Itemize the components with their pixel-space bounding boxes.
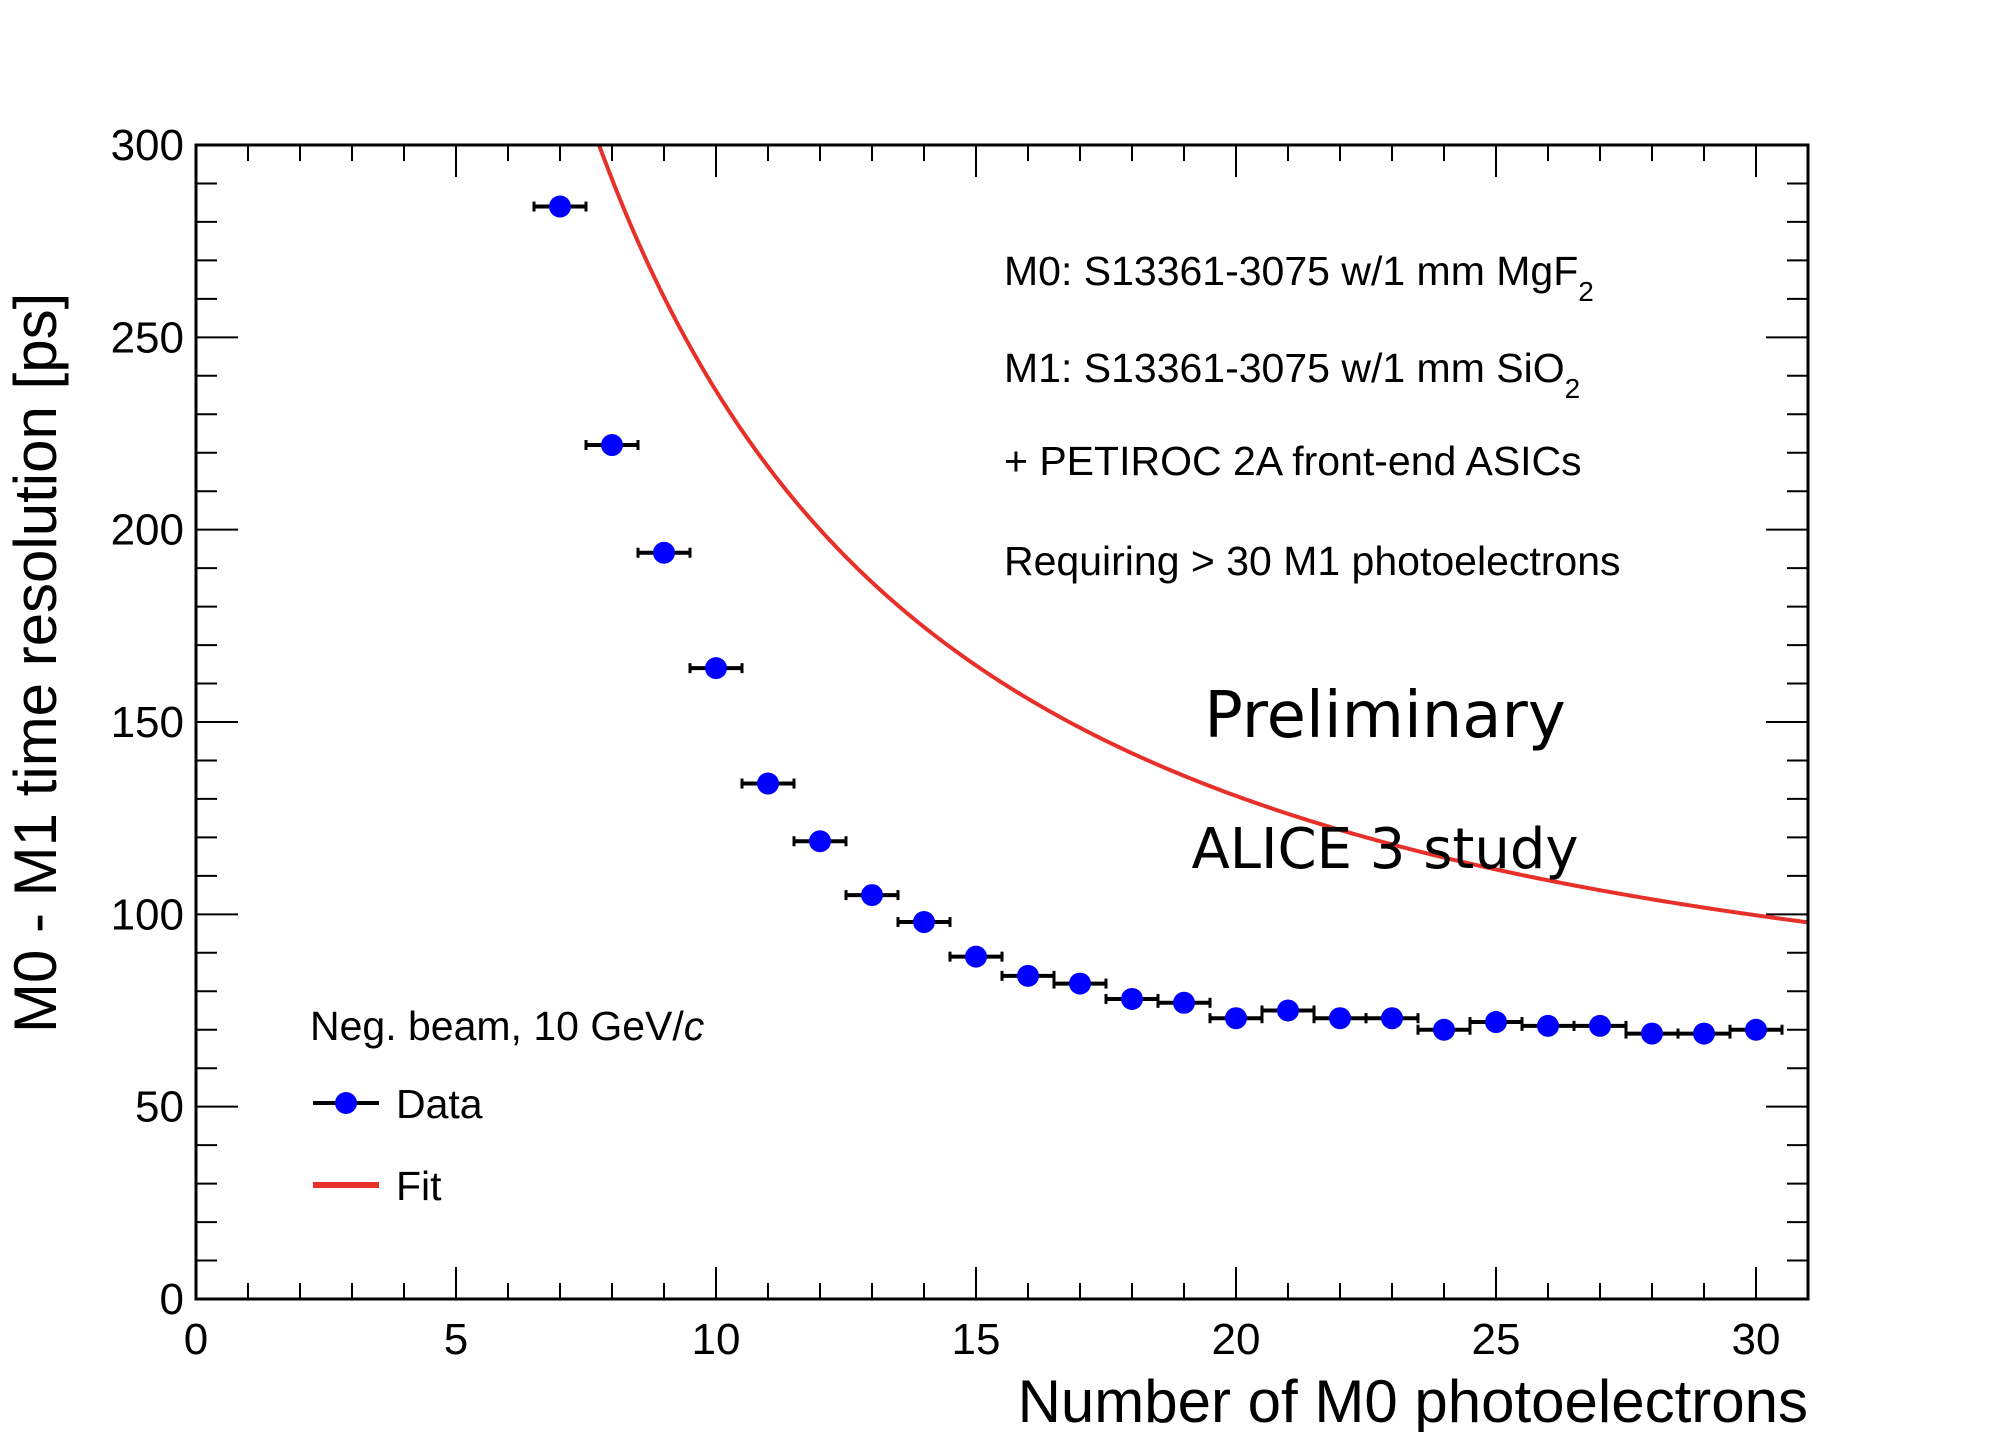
legend-header-italic: c xyxy=(684,1003,705,1049)
data-marker xyxy=(1173,991,1195,1014)
data-marker xyxy=(1693,1022,1715,1045)
preliminary-label: Preliminary xyxy=(1204,679,1565,753)
data-marker xyxy=(1641,1022,1663,1045)
legend-fit-label: Fit xyxy=(396,1163,442,1209)
data-point xyxy=(1052,972,1108,995)
x-tick-label: 25 xyxy=(1472,1315,1521,1364)
data-point xyxy=(1156,991,1212,1014)
plot-frame xyxy=(194,143,1810,1301)
data-point xyxy=(584,434,640,457)
x-axis-title: Number of M0 photoelectrons xyxy=(1018,1368,1808,1432)
y-tick-label: 50 xyxy=(135,1083,184,1132)
data-point xyxy=(1000,964,1056,987)
data-marker xyxy=(809,830,831,853)
data-marker xyxy=(601,434,623,457)
data-marker xyxy=(1277,999,1299,1022)
data-marker xyxy=(705,657,727,680)
data-marker xyxy=(1485,1011,1507,1034)
x-tick-label: 5 xyxy=(444,1315,468,1364)
data-marker xyxy=(757,772,779,795)
x-tick-label: 30 xyxy=(1732,1315,1781,1364)
data-points xyxy=(532,195,1784,1045)
data-point xyxy=(1728,1018,1784,1041)
detector-notes: M0: S13361-3075 w/1 mm MgF2 M1: S13361-3… xyxy=(1004,248,1621,584)
x-tick-label: 10 xyxy=(692,1315,741,1364)
data-point xyxy=(688,657,744,680)
note-m1-text: M1: S13361-3075 w/1 mm SiO xyxy=(1004,345,1565,391)
y-tick-label: 150 xyxy=(111,698,184,747)
data-marker xyxy=(861,884,883,907)
data-point xyxy=(792,830,848,853)
data-marker xyxy=(1381,1007,1403,1030)
note-m1-subscript: 2 xyxy=(1565,373,1581,404)
note-m0-subscript: 2 xyxy=(1578,276,1594,307)
note-m0-text: M0: S13361-3075 w/1 mm MgF xyxy=(1004,248,1578,294)
note-m0: M0: S13361-3075 w/1 mm MgF2 xyxy=(1004,248,1594,307)
legend-data-label: Data xyxy=(396,1081,483,1127)
data-marker xyxy=(1329,1007,1351,1030)
data-marker xyxy=(549,195,571,218)
data-marker xyxy=(1589,1014,1611,1037)
data-marker xyxy=(1433,1018,1455,1041)
study-label: ALICE 3 study xyxy=(1191,817,1578,882)
legend-header-text: Neg. beam, 10 GeV/ xyxy=(310,1003,684,1049)
data-point xyxy=(844,884,900,907)
data-point xyxy=(1676,1022,1732,1045)
data-marker xyxy=(1017,964,1039,987)
legend-header: Neg. beam, 10 GeV/c xyxy=(310,1003,705,1049)
data-point xyxy=(1364,1007,1420,1030)
y-tick-label: 250 xyxy=(111,313,184,362)
data-point xyxy=(896,911,952,934)
data-point xyxy=(1260,999,1316,1022)
axis-ticks xyxy=(195,144,1809,1300)
data-marker xyxy=(1121,987,1143,1010)
data-point xyxy=(532,195,588,218)
y-tick-label: 100 xyxy=(111,890,184,939)
y-tick-label: 300 xyxy=(111,121,184,170)
data-point xyxy=(1312,1007,1368,1030)
data-point xyxy=(636,541,692,564)
x-tick-label: 0 xyxy=(184,1315,208,1364)
data-marker xyxy=(1069,972,1091,995)
note-asic: + PETIROC 2A front-end ASICs xyxy=(1004,438,1582,484)
data-marker xyxy=(1225,1007,1247,1030)
x-tick-label: 15 xyxy=(952,1315,1001,1364)
y-tick-label: 0 xyxy=(160,1275,184,1324)
note-requirement: Requiring > 30 M1 photoelectrons xyxy=(1004,538,1621,584)
data-point xyxy=(948,945,1004,968)
data-point xyxy=(740,772,796,795)
fit-curve xyxy=(597,144,1809,925)
data-marker xyxy=(913,911,935,934)
legend: Neg. beam, 10 GeV/c Data Fit xyxy=(310,1003,705,1209)
data-marker xyxy=(653,541,675,564)
y-axis-title: M0 - M1 time resolution [ps] xyxy=(2,293,69,1033)
y-tick-label: 200 xyxy=(111,506,184,555)
data-marker xyxy=(1745,1018,1767,1041)
x-tick-label: 20 xyxy=(1212,1315,1261,1364)
data-point xyxy=(1208,1007,1264,1030)
note-m1: M1: S13361-3075 w/1 mm SiO2 xyxy=(1004,345,1580,404)
legend-data-marker xyxy=(335,1092,357,1114)
data-marker xyxy=(1537,1014,1559,1037)
data-marker xyxy=(965,945,987,968)
